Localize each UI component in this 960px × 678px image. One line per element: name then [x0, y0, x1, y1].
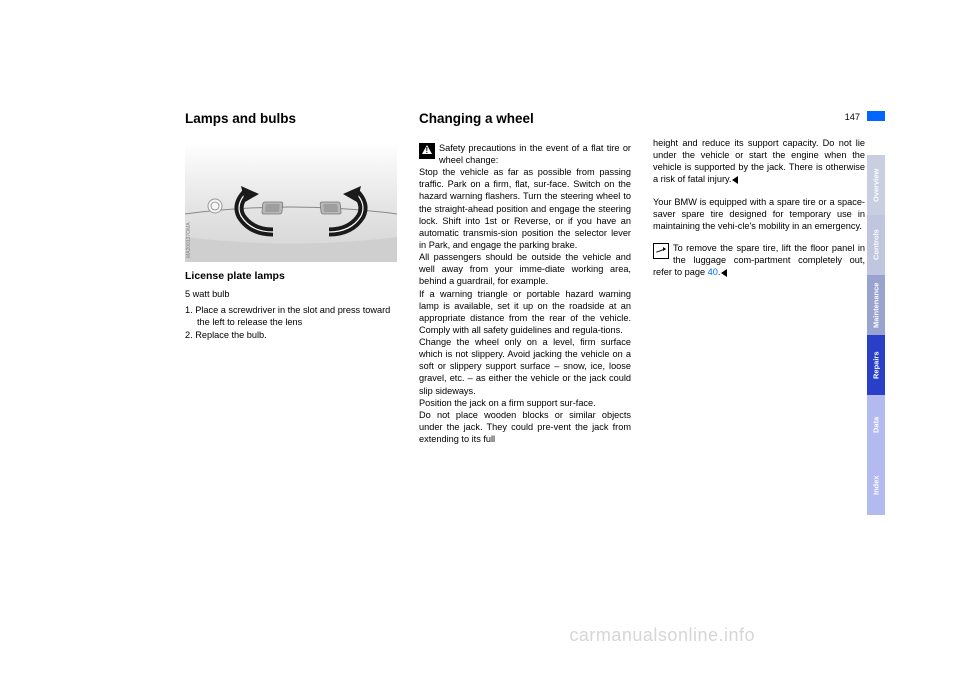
note-a: To remove the spare tire, lift the floor… [653, 243, 865, 277]
step-item: 2. Replace the bulb. [185, 329, 397, 341]
side-tab-maintenance[interactable]: Maintenance [867, 275, 885, 335]
warn-lead: Safety precautions in the event of a fla… [439, 143, 631, 165]
watermark: carmanualsonline.info [569, 625, 755, 646]
page-number-bar [867, 111, 885, 121]
note-block: To remove the spare tire, lift the floor… [653, 242, 865, 278]
c2-p4: Change the wheel only on a level, firm s… [419, 336, 631, 397]
c3-p1-text: height and reduce its support capacity. … [653, 138, 865, 184]
side-tab-controls[interactable]: Controls [867, 215, 885, 275]
c2-p1: Stop the vehicle as far as possible from… [419, 166, 631, 251]
column-2: Changing a wheel Safety precautions in t… [419, 110, 631, 445]
c2-p6: Do not place wooden blocks or similar ob… [419, 409, 631, 445]
side-tab-data[interactable]: Data [867, 395, 885, 455]
note-icon [653, 243, 669, 259]
end-mark-icon [721, 269, 727, 277]
figure-svg: MA200137OMA [185, 142, 397, 262]
c3-p1: height and reduce its support capacity. … [653, 137, 865, 186]
manual-page: 147 OverviewControlsMaintenanceRepairsDa… [0, 0, 960, 678]
page-link-40[interactable]: 40 [708, 267, 718, 277]
subheading-license-plate: License plate lamps [185, 270, 397, 284]
c2-p5: Position the jack on a firm support sur-… [419, 397, 631, 409]
warn-block: Safety precautions in the event of a fla… [419, 142, 631, 166]
column-1: Lamps and bulbs [185, 110, 397, 445]
side-tab-overview[interactable]: Overview [867, 155, 885, 215]
license-plate-figure: MA200137OMA [185, 142, 397, 262]
heading-lamps: Lamps and bulbs [185, 110, 397, 128]
side-tabs: OverviewControlsMaintenanceRepairsDataIn… [867, 155, 885, 515]
columns: Lamps and bulbs [185, 110, 865, 445]
side-tab-repairs[interactable]: Repairs [867, 335, 885, 395]
side-tab-index[interactable]: Index [867, 455, 885, 515]
bulb-spec: 5 watt bulb [185, 288, 397, 300]
warning-icon [419, 143, 435, 159]
note-b: . [718, 267, 721, 277]
content-area: Lamps and bulbs [185, 110, 865, 580]
svg-text:MA200137OMA: MA200137OMA [186, 222, 192, 258]
column-3: height and reduce its support capacity. … [653, 110, 865, 445]
steps-list: 1. Place a screwdriver in the slot and p… [185, 304, 397, 341]
c2-p3: If a warning triangle or portable hazard… [419, 288, 631, 337]
heading-wheel: Changing a wheel [419, 110, 631, 128]
c2-p2: All passengers should be outside the veh… [419, 251, 631, 287]
step-item: 1. Place a screwdriver in the slot and p… [185, 304, 397, 328]
end-mark-icon [732, 176, 738, 184]
c3-p2: Your BMW is equipped with a spare tire o… [653, 196, 865, 232]
